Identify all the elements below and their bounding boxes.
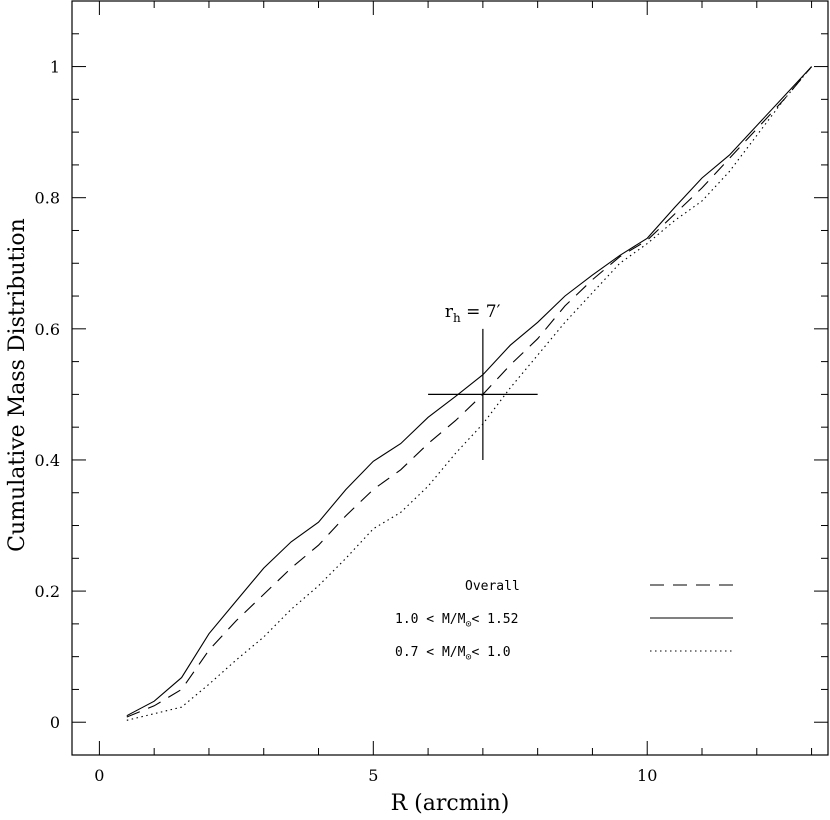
x-tick-label: 10 <box>637 766 657 785</box>
y-tick-label: 0.2 <box>35 582 60 601</box>
y-tick-label: 0.6 <box>35 320 60 339</box>
x-tick-label: 0 <box>94 766 104 785</box>
x-axis-label: R (arcmin) <box>391 791 510 816</box>
y-tick-label: 0.8 <box>35 189 60 208</box>
series-line-solid <box>126 66 813 717</box>
legend-label: Overall <box>465 579 520 594</box>
legend-label: 1.0 < M/M⊙< 1.52 <box>395 612 518 630</box>
x-tick-label: 5 <box>368 766 378 785</box>
legend: Overall 1.0 < M/M⊙< 1.52 0.7 < M/M⊙< 1.0 <box>395 579 733 663</box>
series-layer <box>126 66 813 721</box>
series-line-dotted <box>126 66 813 721</box>
y-axis-label: Cumulative Mass Distribution <box>5 218 30 552</box>
half-mass-radius-label: rh = 7′ <box>445 302 501 325</box>
plot-frame <box>71 0 829 756</box>
y-tick-label: 0 <box>50 713 60 732</box>
series-line-dashed <box>126 66 813 718</box>
annotation-layer: rh = 7′ <box>428 302 538 460</box>
x-axis-ticks: 0 5 10 <box>94 1 813 785</box>
y-tick-label: 0.4 <box>35 451 60 470</box>
legend-label: 0.7 < M/M⊙< 1.0 <box>395 645 511 663</box>
y-axis-ticks: 0 0.2 0.4 0.6 0.8 1 <box>35 33 828 732</box>
y-tick-label: 1 <box>50 58 60 77</box>
